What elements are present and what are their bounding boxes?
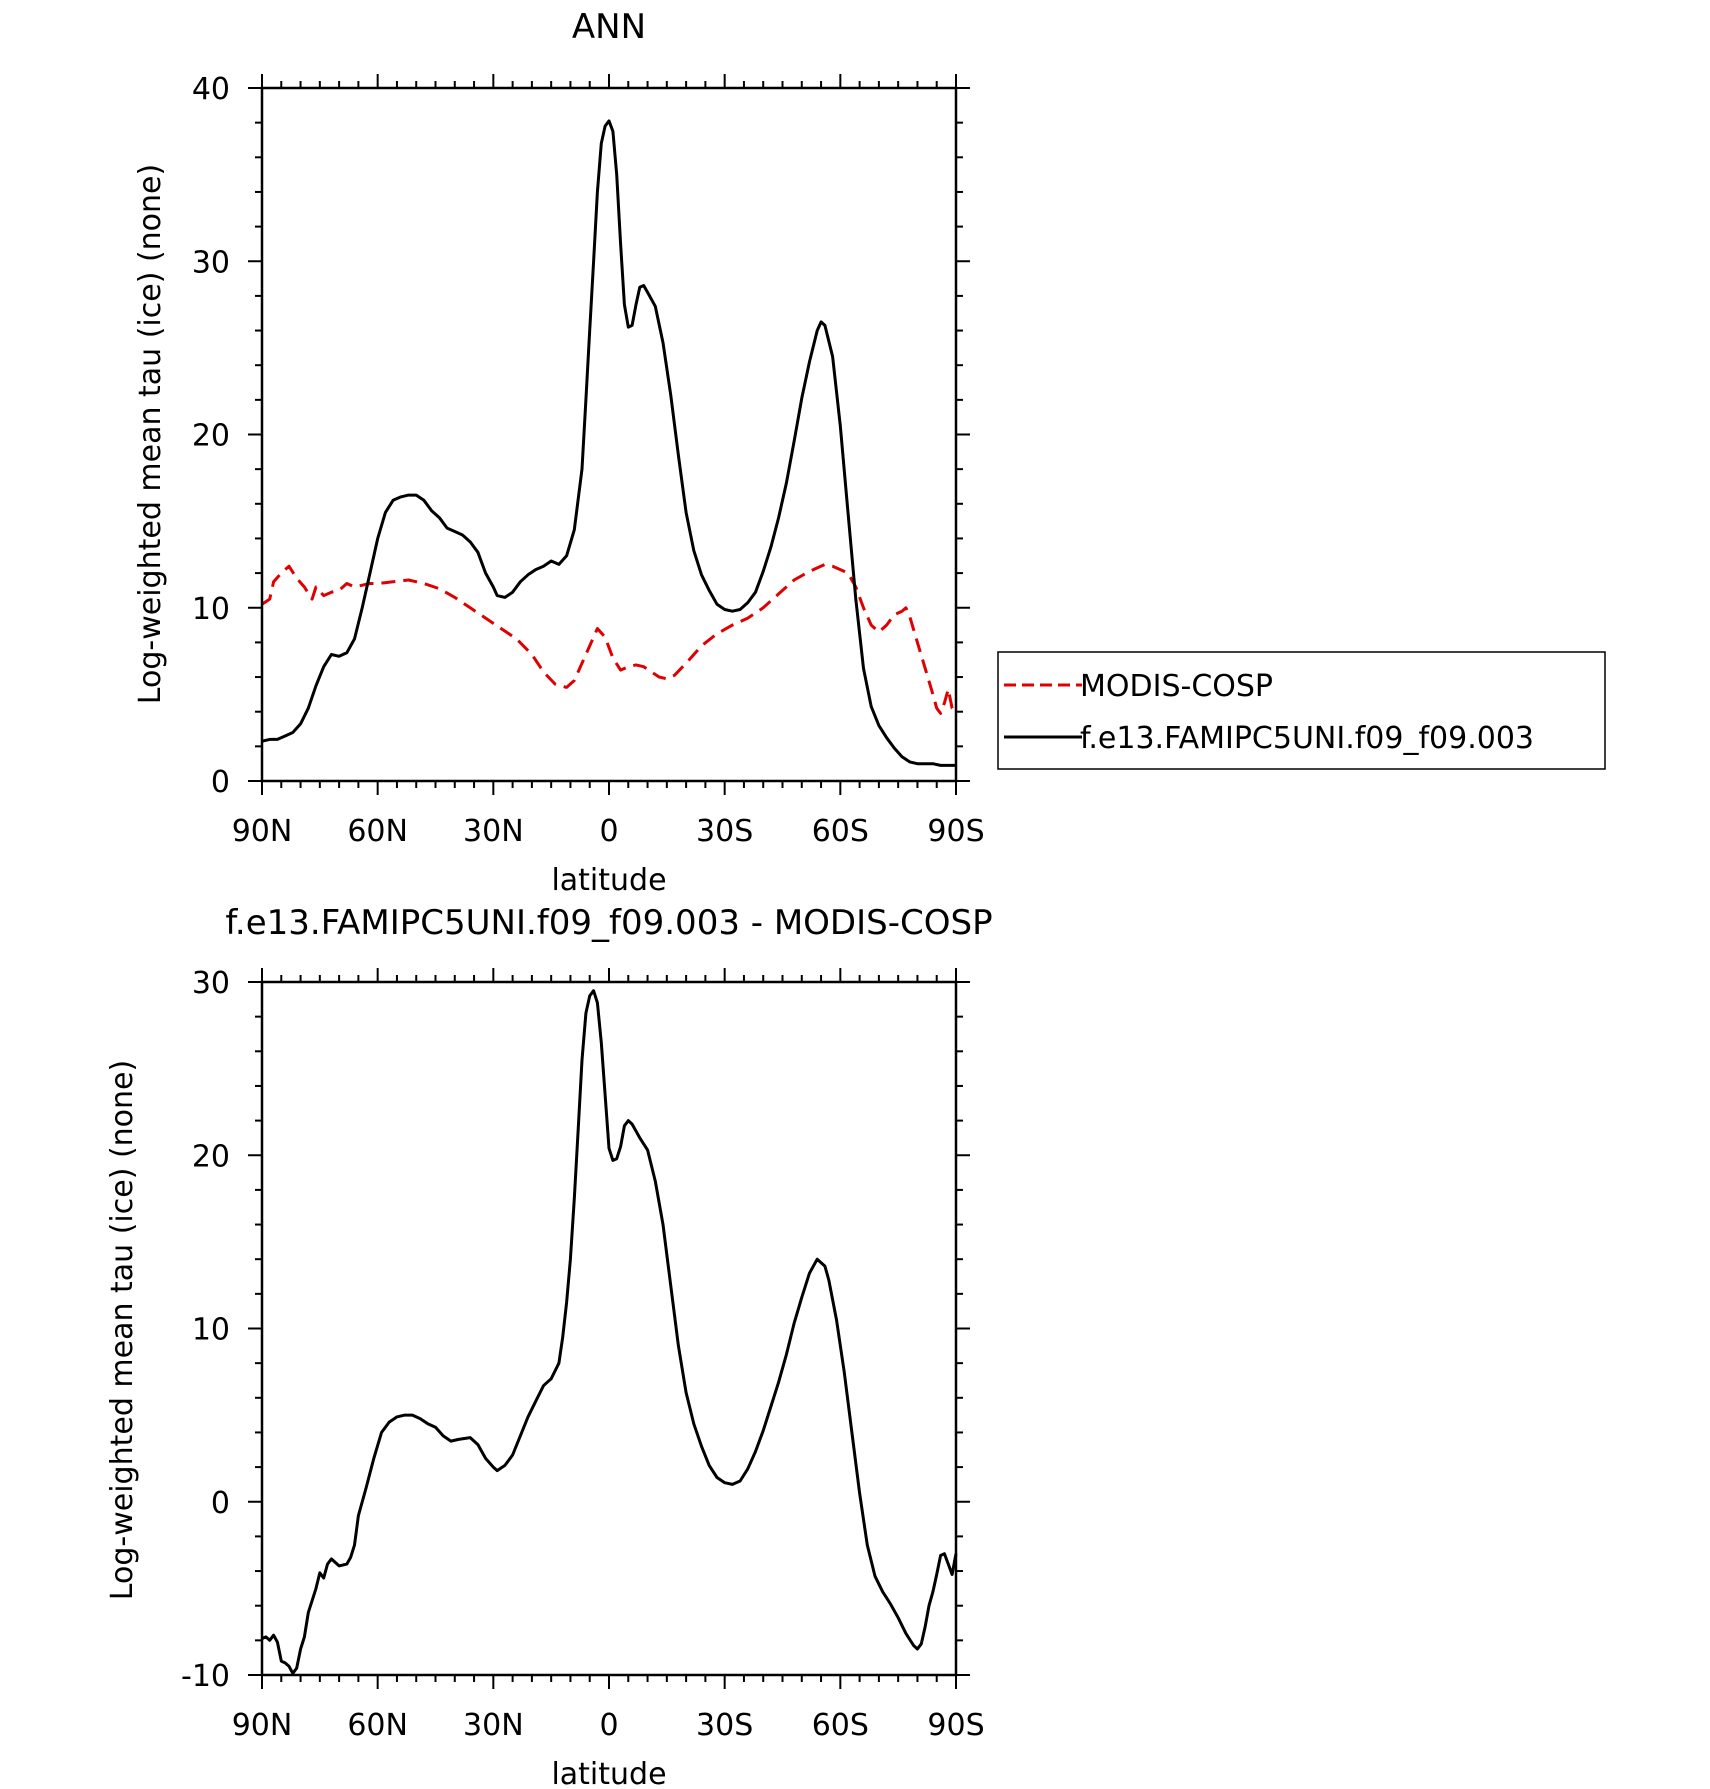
series-line-model — [261, 119, 956, 767]
x-tick-label: 90N — [232, 814, 293, 849]
y-tick-label: 0 — [211, 765, 230, 800]
x-axis-label: latitude — [551, 863, 666, 898]
annual-mean-panel: ANN Log-weighted mean tau (ice) (none) l… — [133, 7, 1606, 898]
x-tick-label: 90N — [232, 1708, 293, 1743]
difference-panel: f.e13.FAMIPC5UNI.f09_f09.003 - MODIS-COS… — [105, 903, 993, 1789]
y-tick-label: 20 — [192, 1139, 230, 1174]
tick-marks — [248, 968, 970, 1689]
x-tick-label: 30S — [696, 1708, 753, 1743]
series-line-model — [261, 989, 958, 1675]
y-axis-label: Log-weighted mean tau (ice) (none) — [133, 164, 168, 704]
legend: MODIS-COSP f.e13.FAMIPC5UNI.f09_f09.003 — [997, 651, 1606, 770]
x-tick-label: 60S — [812, 814, 869, 849]
tick-marks — [248, 74, 970, 795]
x-tick-label: 60S — [812, 1708, 869, 1743]
tick-labels: 90N 60N 30N 0 30S 60S 90S 0 10 20 30 40 — [192, 72, 985, 849]
panel-title: f.e13.FAMIPC5UNI.f09_f09.003 - MODIS-COS… — [225, 903, 992, 943]
legend-label-modis-cosp: MODIS-COSP — [1080, 669, 1273, 704]
y-axis-label: Log-weighted mean tau (ice) (none) — [105, 1060, 140, 1600]
plot-frame — [260, 86, 958, 783]
x-tick-label: 60N — [347, 814, 408, 849]
y-tick-label: 30 — [192, 966, 230, 1001]
x-axis-label: latitude — [551, 1757, 666, 1789]
y-tick-label: 0 — [211, 1486, 230, 1521]
panel-title: ANN — [572, 7, 646, 47]
legend-box — [997, 651, 1606, 770]
series-lines — [261, 119, 958, 767]
x-tick-label: 30N — [463, 1708, 524, 1743]
legend-label-model: f.e13.FAMIPC5UNI.f09_f09.003 — [1080, 721, 1534, 756]
plot-frame — [260, 980, 958, 1677]
x-tick-label: 30S — [696, 814, 753, 849]
x-tick-label: 90S — [927, 1708, 984, 1743]
series-line-observed — [261, 562, 958, 715]
y-tick-label: 20 — [192, 419, 230, 454]
y-tick-label: 10 — [192, 1313, 230, 1348]
x-tick-label: 0 — [599, 1708, 618, 1743]
y-tick-label: 10 — [192, 592, 230, 627]
tick-labels: 90N 60N 30N 0 30S 60S 90S -10 0 10 20 30 — [181, 966, 985, 1743]
series-lines — [261, 989, 958, 1675]
y-tick-label: 30 — [192, 245, 230, 280]
y-tick-label: -10 — [181, 1659, 230, 1694]
x-tick-label: 60N — [347, 1708, 408, 1743]
y-tick-label: 40 — [192, 72, 230, 107]
x-tick-label: 90S — [927, 814, 984, 849]
x-tick-label: 30N — [463, 814, 524, 849]
x-tick-label: 0 — [599, 814, 618, 849]
